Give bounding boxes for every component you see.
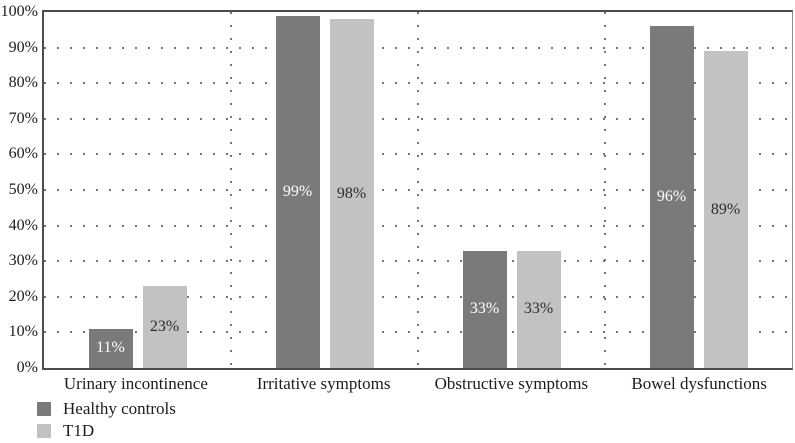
y-tick-label: 100%	[0, 3, 38, 20]
y-tick-label: 0%	[16, 359, 38, 376]
y-tick-label: 90%	[8, 38, 38, 56]
vertical-gridline	[417, 12, 419, 368]
bar-value-label: 33%	[523, 300, 554, 318]
bar: 33%	[462, 250, 507, 368]
bar: 89%	[703, 51, 748, 368]
plot-area: 11% 23% 99% 98% 33% 33% 96% 89%	[42, 10, 793, 370]
bar: 99%	[275, 15, 320, 368]
y-tick-label: 60%	[8, 145, 38, 163]
bar-groups: 11% 23% 99% 98% 33% 33% 96% 89%	[44, 12, 792, 368]
bar: 98%	[329, 19, 374, 368]
bar-group: 11% 23%	[44, 12, 231, 368]
x-axis-category-labels: Urinary incontinence Irritative symptoms O…	[42, 373, 793, 395]
legend-item: T1D	[37, 421, 176, 440]
y-tick-label: 20%	[8, 287, 38, 305]
legend-label: Healthy controls	[63, 399, 176, 418]
bar-value-label: 11%	[96, 339, 125, 357]
y-tick-label: 10%	[8, 323, 38, 341]
y-tick-label: 30%	[8, 252, 38, 270]
bar: 11%	[88, 328, 133, 368]
bar-value-label: 98%	[336, 184, 367, 202]
legend-label: T1D	[63, 421, 95, 440]
y-tick-label: 40%	[8, 216, 38, 234]
y-tick-label: 80%	[8, 74, 38, 92]
bar: 23%	[142, 286, 187, 368]
bar-value-label: 23%	[149, 318, 180, 336]
bar-value-label: 89%	[710, 200, 741, 218]
bar-group: 33% 33%	[418, 12, 605, 368]
category-label: Obstructive symptoms	[434, 374, 589, 393]
category-label: Urinary incontinence	[63, 374, 208, 393]
bar-group: 99% 98%	[231, 12, 418, 368]
bar-value-label: 33%	[469, 300, 500, 318]
y-tick-label: 50%	[8, 181, 38, 198]
legend: Healthy controls T1D	[37, 399, 176, 440]
vertical-gridline	[604, 12, 606, 368]
vertical-gridline	[230, 12, 232, 368]
y-tick-label: 70%	[8, 109, 38, 127]
category-label: Irritative symptoms	[256, 374, 391, 393]
legend-swatch-icon	[37, 401, 51, 416]
bar-value-label: 99%	[282, 182, 313, 200]
bar-group: 96% 89%	[605, 12, 792, 368]
bar: 96%	[649, 26, 694, 368]
legend-swatch-icon	[37, 423, 51, 438]
legend-item: Healthy controls	[37, 399, 176, 418]
bar: 33%	[516, 250, 561, 368]
category-label: Bowel dysfunctions	[631, 374, 767, 393]
bar-value-label: 96%	[656, 188, 687, 206]
